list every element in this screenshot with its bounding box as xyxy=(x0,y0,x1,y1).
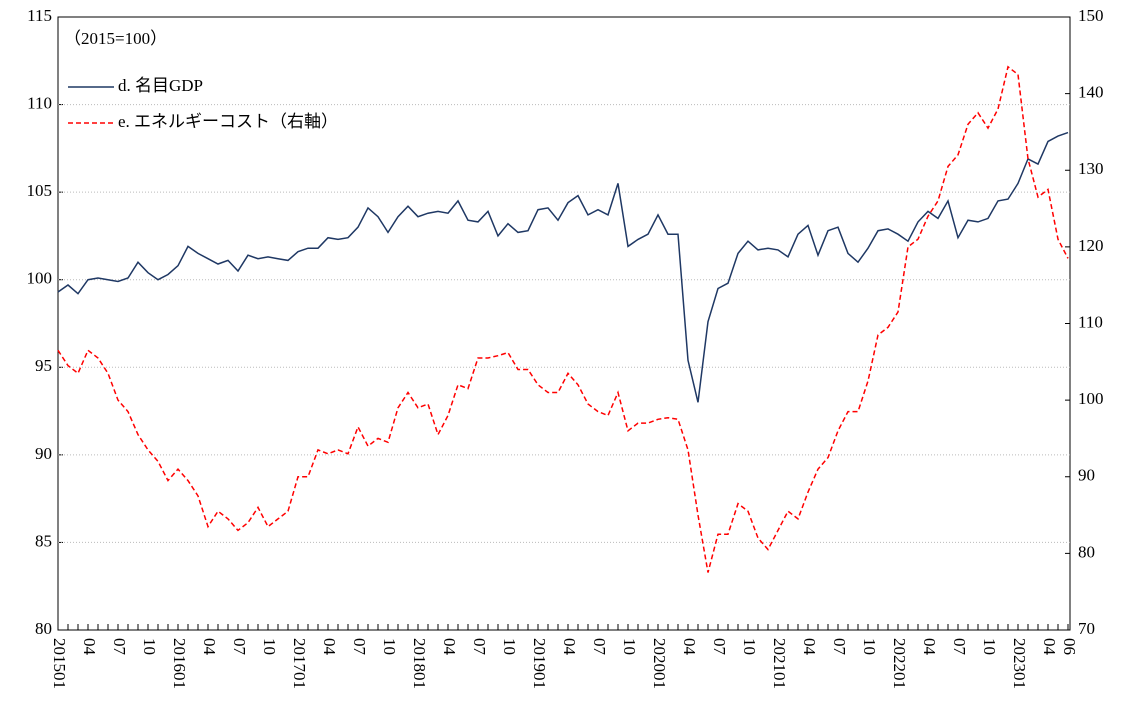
y2-tick-label: 70 xyxy=(1078,619,1095,638)
y2-tick-label: 140 xyxy=(1078,83,1104,102)
y2-tick-label: 100 xyxy=(1078,389,1104,408)
x-tick-label: 202201 xyxy=(890,638,909,689)
x-tick-label: 10 xyxy=(620,638,639,655)
x-tick-label: 04 xyxy=(200,638,219,656)
x-tick-label: 202001 xyxy=(650,638,669,689)
y-tick-label: 85 xyxy=(35,531,52,550)
x-tick-label: 10 xyxy=(740,638,759,655)
x-tick-label: 10 xyxy=(860,638,879,655)
x-tick-label: 202301 xyxy=(1010,638,1029,689)
x-tick-label: 201901 xyxy=(530,638,549,689)
y2-tick-label: 150 xyxy=(1078,6,1104,25)
x-tick-label: 07 xyxy=(110,638,129,656)
legend-label: e. エネルギーコスト（右軸） xyxy=(118,112,338,131)
x-tick-label: 04 xyxy=(560,638,579,656)
x-tick-label: 201801 xyxy=(410,638,429,689)
x-tick-label: 07 xyxy=(470,638,489,656)
y2-tick-label: 120 xyxy=(1078,236,1104,255)
x-tick-label: 04 xyxy=(920,638,939,656)
x-tick-label: 04 xyxy=(680,638,699,656)
x-tick-label: 07 xyxy=(230,638,249,656)
plot-frame xyxy=(57,16,1071,631)
x-tick-label: 10 xyxy=(380,638,399,655)
x-tick-label: 04 xyxy=(440,638,459,656)
x-tick-label: 04 xyxy=(800,638,819,656)
series-line xyxy=(57,131,1069,403)
x-tick-label: 10 xyxy=(140,638,159,655)
x-tick-label: 201501 xyxy=(50,638,69,689)
y-tick-label: 105 xyxy=(27,181,53,200)
y2-tick-label: 130 xyxy=(1078,159,1104,178)
y2-tick-label: 110 xyxy=(1078,312,1103,331)
y-tick-label: 100 xyxy=(27,269,53,288)
x-tick-label: 06 xyxy=(1060,638,1079,655)
x-tick-label: 10 xyxy=(500,638,519,655)
x-tick-label: 10 xyxy=(260,638,279,655)
y-tick-label: 95 xyxy=(35,356,52,375)
y2-tick-label: 80 xyxy=(1078,542,1095,561)
x-tick-label: 04 xyxy=(320,638,339,656)
y-tick-label: 115 xyxy=(27,6,52,25)
x-tick-label: 07 xyxy=(950,638,969,656)
x-tick-label: 04 xyxy=(80,638,99,656)
x-tick-label: 202101 xyxy=(770,638,789,689)
x-tick-label: 07 xyxy=(830,638,849,656)
x-tick-label: 201701 xyxy=(290,638,309,689)
x-tick-label: 07 xyxy=(710,638,729,656)
x-tick-label: 201601 xyxy=(170,638,189,689)
y-tick-label: 90 xyxy=(35,444,52,463)
legend-label: d. 名目GDP xyxy=(118,76,203,95)
x-tick-label: 04 xyxy=(1040,638,1059,656)
y2-tick-label: 90 xyxy=(1078,466,1095,485)
x-tick-label: 07 xyxy=(350,638,369,656)
x-tick-label: 10 xyxy=(980,638,999,655)
y-tick-label: 110 xyxy=(27,93,52,112)
y-tick-label: 80 xyxy=(35,619,52,638)
series-line xyxy=(57,65,1069,573)
annotation: （2015=100） xyxy=(64,29,167,48)
x-tick-label: 07 xyxy=(590,638,609,656)
